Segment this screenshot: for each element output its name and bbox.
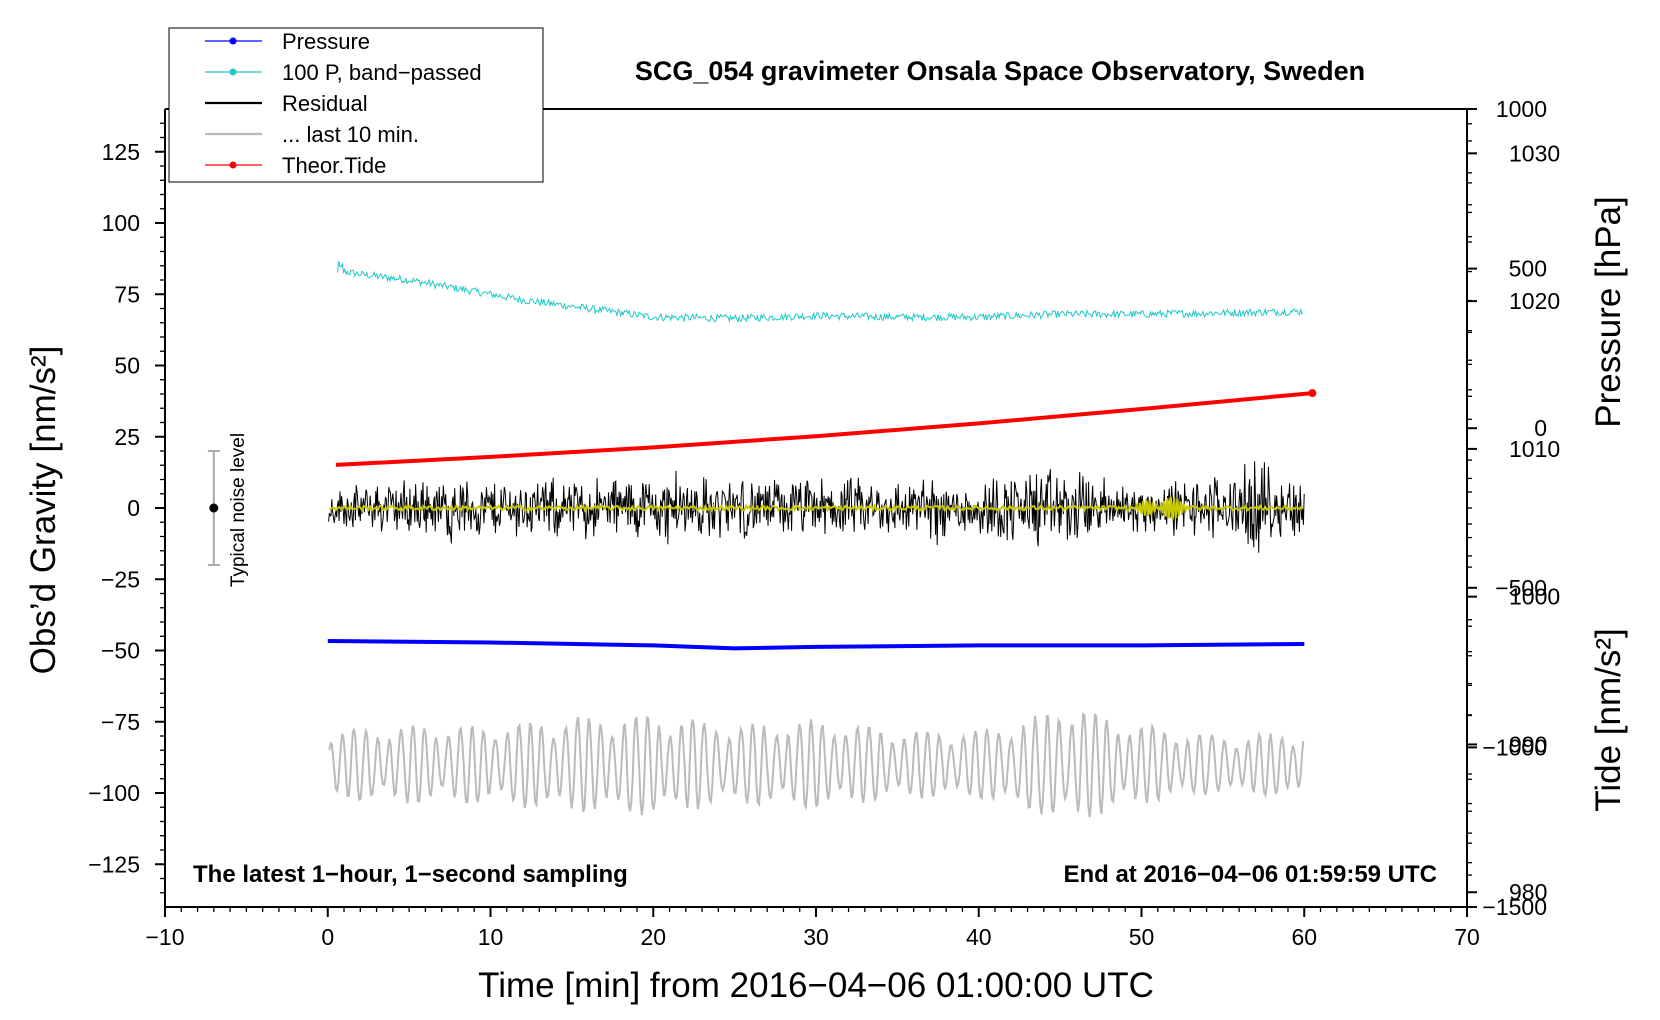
legend-label: ... last 10 min.	[282, 122, 419, 147]
y-tick-label: −50	[101, 638, 140, 664]
bandpassed-pressure-line	[337, 260, 1304, 324]
pressure-tick-label: 1030	[1509, 140, 1560, 166]
tide-axis-label: Tide [nm/s²]	[1589, 628, 1628, 811]
tide-end-marker	[1308, 389, 1317, 398]
tide-tick-label: 500	[1509, 256, 1547, 282]
y-tick-label: −125	[88, 851, 140, 877]
pressure-tick-label: 990	[1509, 731, 1547, 757]
y-tick-label: 125	[102, 139, 140, 165]
legend-box	[168, 27, 544, 183]
x-tick-label: −10	[145, 924, 184, 950]
noise-level-bar	[207, 450, 220, 566]
tide-line	[335, 391, 1313, 467]
tide-tick-label: −1500	[1482, 894, 1547, 920]
tide-tick-label: −500	[1495, 575, 1547, 601]
legend-label: Residual	[282, 91, 368, 116]
bandpassed-pressure-series	[337, 260, 1304, 324]
noise-level-label: Typical noise level	[228, 433, 249, 587]
x-tick-label: 40	[966, 924, 992, 950]
tide-tick-label: −1000	[1482, 734, 1547, 760]
pressure-axis-label: Pressure [hPa]	[1589, 196, 1628, 428]
legend-marker	[229, 161, 237, 169]
y-tick-label: 25	[114, 424, 140, 450]
legend-label: Theor.Tide	[282, 153, 386, 178]
residual-smoothed-line	[329, 496, 1303, 520]
y-tick-label: 100	[102, 210, 140, 236]
x-tick-label: 20	[640, 924, 666, 950]
tide-tick-label: 0	[1534, 415, 1547, 441]
x-axis-ticks: −10 0 10 20 30 40 50 60 70	[145, 907, 1480, 950]
x-tick-label: 50	[1129, 924, 1155, 950]
annotation-left: The latest 1−hour, 1−second sampling	[193, 861, 628, 888]
pressure-tick-label: 1020	[1509, 288, 1560, 314]
pressure-series	[327, 639, 1305, 651]
legend-label: 100 P, band−passed	[282, 60, 482, 85]
y-tick-label: 0	[127, 495, 140, 521]
tide-axis-ticks: 1000 500 0 −500 −1000 −1500	[1467, 96, 1547, 920]
y-tick-label: 75	[114, 281, 140, 307]
y-tick-label: −75	[101, 709, 140, 735]
legend-marker	[229, 68, 237, 76]
x-tick-label: 0	[321, 924, 334, 950]
x-tick-label: 10	[478, 924, 504, 950]
y-tick-label: 50	[114, 353, 140, 379]
pressure-axis-ticks: 1030 1020 1010 1000 990 980	[1467, 123, 1560, 905]
pressure-tick-label: 1000	[1509, 584, 1560, 610]
last-10-min-line	[328, 711, 1305, 818]
y-axis-label: Obs’d Gravity [nm/s²]	[24, 346, 63, 675]
legend-label: Pressure	[282, 29, 370, 54]
legend-entries: Pressure 100 P, band−passed Residual ... la…	[205, 29, 482, 178]
tide-tick-label: 1000	[1496, 96, 1547, 122]
annotation-right: End at 2016−04−06 01:59:59 UTC	[1063, 861, 1437, 888]
y-tick-label: −100	[88, 780, 140, 806]
y-axis-ticks: 125 100 75 50 25 0 −25 −50 −75 −100 −125	[88, 122, 165, 894]
legend: Pressure 100 P, band−passed Residual ... la…	[168, 27, 544, 183]
chart-title: SCG_054 gravimeter Onsala Space Observat…	[635, 56, 1365, 86]
last-10-min-series	[328, 711, 1305, 818]
x-axis-label: Time [min] from 2016−04−06 01:00:00 UTC	[478, 966, 1154, 1005]
residual-smoothed-series	[329, 496, 1303, 520]
y-tick-label: −25	[101, 566, 140, 592]
pressure-line	[327, 639, 1305, 651]
theoretical-tide-series	[335, 389, 1317, 467]
pressure-tick-label: 1010	[1509, 436, 1560, 462]
noise-bar-center	[209, 503, 219, 513]
pressure-tick-label: 980	[1509, 879, 1547, 905]
x-tick-label: 70	[1454, 924, 1480, 950]
x-tick-label: 60	[1291, 924, 1317, 950]
x-tick-label: 30	[803, 924, 829, 950]
legend-marker	[229, 37, 237, 45]
